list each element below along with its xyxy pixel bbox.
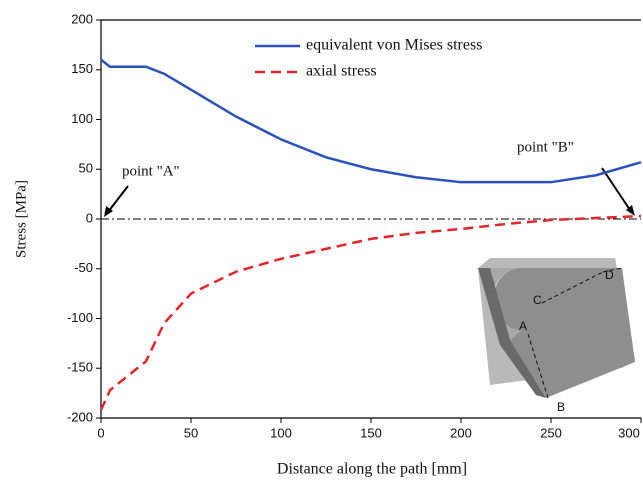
y-tick-label: 50 [79,161,93,176]
annotation: point "A" [122,163,180,179]
x-tick-label: 200 [450,425,472,440]
annotation: point "B" [517,139,574,155]
y-tick-label: -100 [67,310,93,325]
y-axis-label: Stress [MPa] [13,180,29,258]
x-tick-label: 300 [618,425,640,440]
inset-label: B [557,400,565,414]
legend-label: equivalent von Mises stress [306,37,482,54]
x-tick-label: 150 [360,425,382,440]
chart: A B C D point "A" point "B" Distance alo… [0,0,643,482]
annotation-arrow [602,168,630,210]
x-tick-label: 250 [540,425,562,440]
y-tick-label: 150 [71,61,93,76]
y-tick-label: -50 [74,260,93,275]
y-tick-label: 100 [71,111,93,126]
y-tick-label: -150 [67,360,93,375]
annotation-arrow [108,186,128,212]
y-tick-label: -200 [67,409,93,424]
x-axis-label: Distance along the path [mm] [277,461,467,478]
x-tick-label: 100 [270,425,292,440]
x-tick-label: 0 [97,425,104,440]
inset-label: D [605,268,614,282]
inset-label: C [533,293,542,307]
y-tick-label: 0 [86,210,93,225]
legend-label: axial stress [306,63,377,80]
inset-label: A [519,319,527,333]
y-tick-label: 200 [71,11,93,26]
x-tick-label: 50 [184,425,198,440]
